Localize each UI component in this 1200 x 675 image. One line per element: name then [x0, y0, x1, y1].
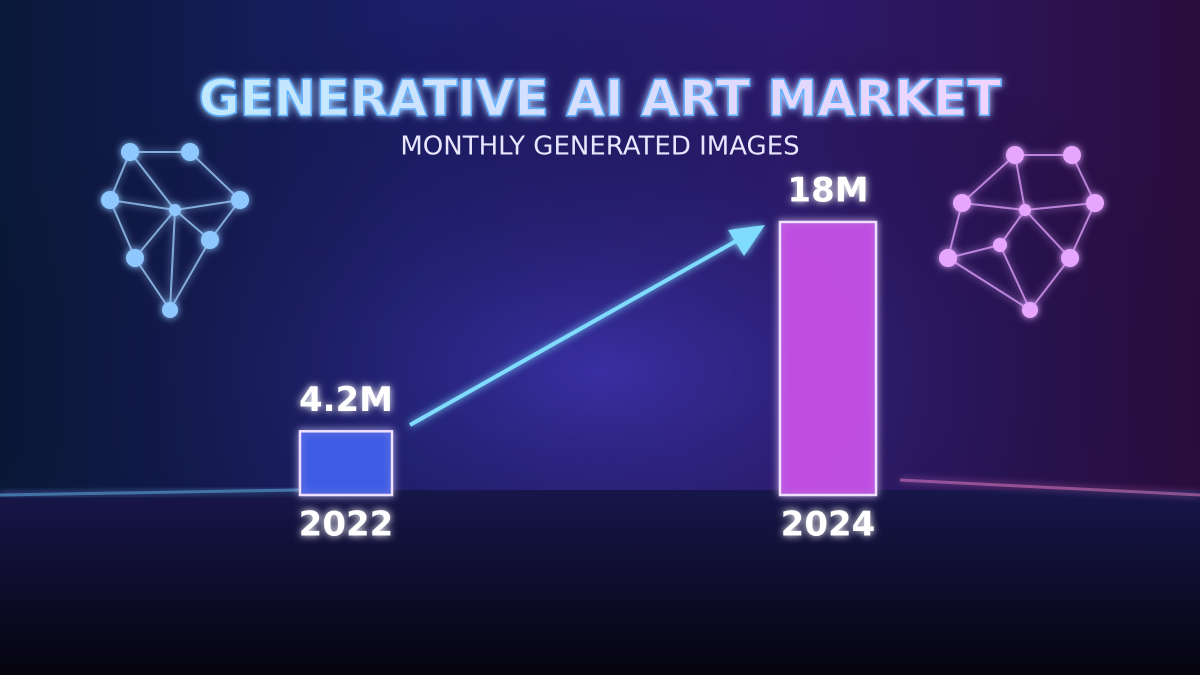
x-tick-label: 2024: [781, 505, 876, 545]
bar: [298, 430, 394, 497]
x-tick-label: 2022: [299, 505, 394, 545]
value-label: 18M: [787, 171, 868, 211]
floor: [0, 490, 1200, 675]
chart-subtitle: MONTHLY GENERATED IMAGES: [400, 132, 799, 162]
value-label: 4.2M: [299, 380, 393, 420]
trend-arrow: [409, 225, 765, 427]
network-left-nodes: [101, 143, 249, 318]
network-right-nodes: [939, 146, 1104, 318]
light-streak: [899, 478, 1200, 497]
chart-title: GENERATIVE AI ART MARKET: [199, 70, 1002, 128]
light-streak: [0, 488, 301, 497]
bar: [778, 220, 878, 497]
